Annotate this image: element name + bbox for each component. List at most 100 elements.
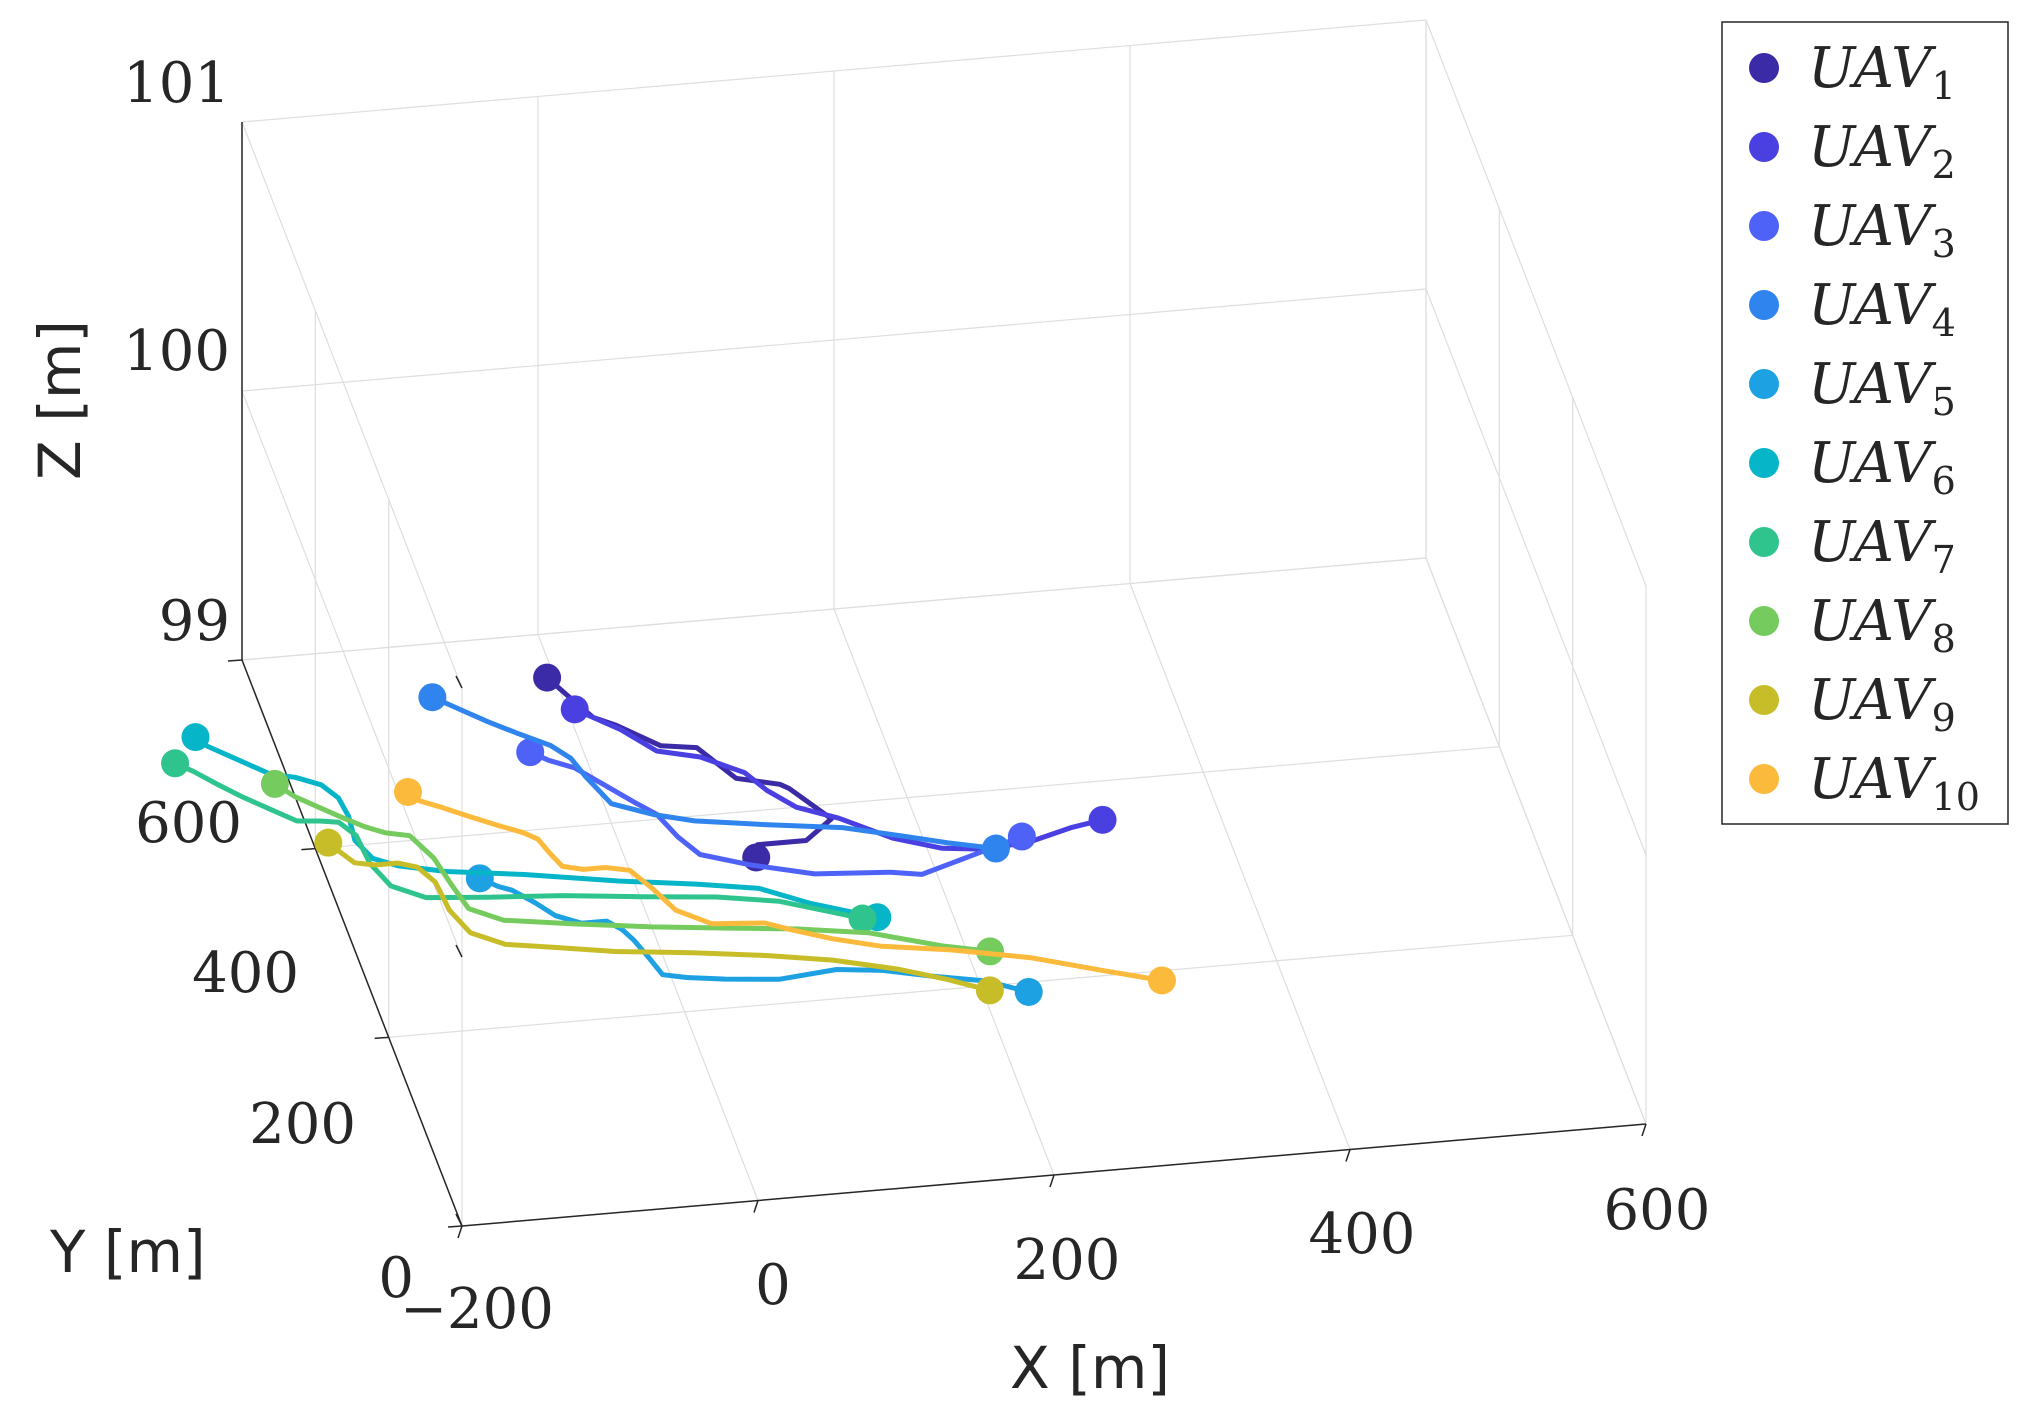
legend-label-subscript: 1 [1932,64,1956,108]
end-marker-uav-7 [848,904,877,933]
x-tick-label: 600 [1604,1178,1711,1243]
legend-label-main: UAV [1808,36,1937,101]
x-axis-label: X [m] [1010,1334,1170,1402]
legend-marker-uav-6 [1749,448,1779,478]
legend-label-main: UAV [1808,589,1937,654]
y-tick-label: 200 [249,1092,356,1157]
y-axis-line [241,659,463,1227]
legend-label-subscript: 3 [1932,222,1956,266]
legend-label-uav-10: UAV10 [1808,747,1980,819]
legend-marker-uav-2 [1749,132,1779,162]
legend-marker-uav-8 [1749,606,1779,636]
trajectory-uav-10 [405,789,1165,983]
grid-line [241,390,463,958]
start-marker-uav-7 [161,749,190,778]
grid-line [241,288,1427,392]
legend-label-uav-4: UAV4 [1808,273,1956,345]
legend-label-uav-5: UAV5 [1808,352,1956,424]
start-marker-uav-5 [465,864,494,893]
grid-line [315,746,1500,850]
legend-label-uav-1: UAV1 [1808,36,1956,108]
end-marker-uav-10 [1147,966,1176,995]
legend-label-main: UAV [1808,747,1937,812]
grid-line [1425,288,1647,856]
legend-label-subscript: 5 [1932,380,1956,424]
y-tick-label: 400 [192,941,299,1006]
start-marker-uav-9 [314,828,343,857]
y-tick [374,1036,389,1040]
z-tick [455,1213,463,1227]
trajectories [161,663,1176,1006]
y-tick-label: 600 [135,791,242,856]
trajectory-uav-3 [527,749,1025,877]
z-tick-labels: 99 100 101 [123,51,230,654]
x-tick-label: 0 [755,1253,791,1318]
legend-label-uav-8: UAV8 [1808,589,1956,661]
legend-label-subscript: 7 [1932,538,1956,582]
legend-label-main: UAV [1808,194,1937,259]
start-marker-uav-10 [394,777,422,806]
legend-marker-uav-10 [1749,764,1779,794]
grid-line [1425,19,1647,587]
end-marker-uav-9 [975,976,1004,1005]
legend-label-subscript: 8 [1932,617,1956,661]
end-marker-uav-5 [1014,977,1043,1006]
start-marker-uav-6 [181,723,210,752]
grid-line [241,121,463,689]
legend-label-subscript: 9 [1932,696,1956,740]
y-tick-label: 0 [378,1246,414,1311]
x-tick [1049,1174,1055,1188]
z-axis-label: Z [m] [26,320,94,480]
legend-marker-uav-5 [1749,369,1779,399]
x-tick-labels: −200 0 200 400 600 [400,1178,1710,1342]
legend-label-subscript: 6 [1932,459,1956,503]
legend-label-subscript: 4 [1932,301,1956,345]
grid-line [537,634,759,1201]
legend-marker-uav-3 [1749,211,1779,241]
legend-label-main: UAV [1808,115,1937,180]
legend-marker-uav-9 [1749,685,1779,715]
legend-label-uav-6: UAV6 [1808,431,1956,503]
legend-label-uav-7: UAV7 [1808,510,1956,582]
trajectory-uav-9 [325,840,993,993]
x-tick-label: −200 [400,1277,554,1342]
y-tick [227,659,243,662]
x-tick [753,1200,759,1213]
y-tick [301,847,316,851]
end-marker-uav-2 [1088,805,1117,834]
grid-line [833,608,1055,1176]
legend-label-subscript: 10 [1932,775,1980,819]
legend-label-main: UAV [1808,510,1937,575]
x-tick [457,1225,463,1239]
start-marker-uav-4 [418,683,447,712]
legend-label-main: UAV [1808,668,1937,733]
start-marker-uav-2 [560,695,589,724]
end-marker-uav-4 [981,834,1010,863]
legend-label-main: UAV [1808,431,1937,496]
grid-line [241,19,1427,123]
legend-label-uav-3: UAV3 [1808,194,1956,266]
end-marker-uav-3 [1007,822,1036,851]
legend-label-main: UAV [1808,273,1937,338]
legend-marker-uav-4 [1749,290,1779,320]
trajectory-uav-4 [429,694,999,851]
start-marker-uav-8 [260,769,289,798]
x-tick [1345,1149,1351,1162]
x-tick [1641,1123,1647,1137]
start-marker-uav-3 [516,738,545,767]
legend-marker-uav-7 [1749,527,1779,557]
trajectory-uav-8 [272,781,993,954]
legend-label-main: UAV [1808,352,1937,417]
legend-marker-uav-1 [1749,53,1779,83]
legend-label-uav-9: UAV9 [1808,668,1956,740]
grid-line [1129,583,1351,1150]
axes [241,122,1647,1227]
z-tick-label: 100 [123,319,230,384]
z-tick-label: 101 [123,51,230,116]
tick-marks [227,659,1647,1239]
legend-label-uav-2: UAV2 [1808,115,1956,187]
legend: UAV1UAV2UAV3UAV4UAV5UAV6UAV7UAV8UAV9UAV1… [1721,21,2009,825]
grid-line [1425,557,1647,1125]
grid-line [241,557,1427,661]
